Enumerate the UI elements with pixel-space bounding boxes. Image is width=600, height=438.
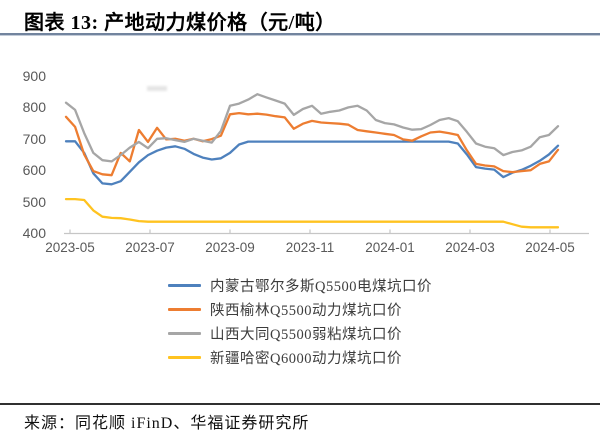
legend-item: 内蒙古鄂尔多斯Q5500电煤坑口价	[168, 277, 432, 295]
legend-item: 新疆哈密Q6000动力煤坑口价	[168, 349, 432, 367]
y-tick-label: 700	[22, 131, 46, 147]
series-line-1	[64, 111, 560, 177]
y-tick-label: 600	[22, 162, 46, 178]
legend-item: 陕西榆林Q5500动力煤坑口价	[168, 301, 432, 319]
x-axis	[64, 229, 589, 235]
legend-label: 新疆哈密Q6000动力煤坑口价	[210, 350, 402, 367]
legend-label: 内蒙古鄂尔多斯Q5500电煤坑口价	[210, 278, 432, 295]
legend-line-swatch	[168, 307, 202, 311]
series-line-0	[64, 140, 560, 186]
x-tick-label: 2024-05	[525, 240, 575, 255]
title-underline	[0, 33, 600, 36]
x-tick-label: 2024-01	[365, 240, 415, 255]
y-tick-label: 900	[22, 68, 46, 84]
legend-line-swatch	[168, 355, 202, 359]
watermark-artifact	[147, 86, 167, 91]
legend-line-swatch	[168, 283, 202, 287]
x-tick-label: 2023-11	[285, 240, 335, 255]
x-tick-label: 2024-03	[445, 240, 495, 255]
series-line-2	[64, 93, 560, 163]
series-lines	[64, 93, 560, 229]
chart-legend: 内蒙古鄂尔多斯Q5500电煤坑口价 陕西榆林Q5500动力煤坑口价 山西大同Q5…	[168, 277, 432, 367]
legend-label: 陕西榆林Q5500动力煤坑口价	[210, 302, 402, 319]
x-tick-label: 2023-09	[205, 240, 255, 255]
x-tick-label: 2023-07	[125, 240, 175, 255]
y-tick-label: 500	[22, 194, 46, 210]
x-tick-label: 2023-05	[45, 240, 95, 255]
figure-title: 图表 13: 产地动力煤价格（元/吨）	[24, 12, 336, 34]
y-tick-label: 800	[22, 99, 46, 115]
legend-line-swatch	[168, 331, 202, 335]
series-line-3	[64, 197, 560, 229]
y-tick-label: 400	[22, 225, 46, 241]
legend-item: 山西大同Q5500弱粘煤坑口价	[168, 325, 432, 343]
source-text: 来源：同花顺 iFinD、华福证券研究所	[24, 415, 310, 432]
source-divider	[0, 403, 600, 405]
legend-label: 山西大同Q5500弱粘煤坑口价	[210, 326, 402, 343]
